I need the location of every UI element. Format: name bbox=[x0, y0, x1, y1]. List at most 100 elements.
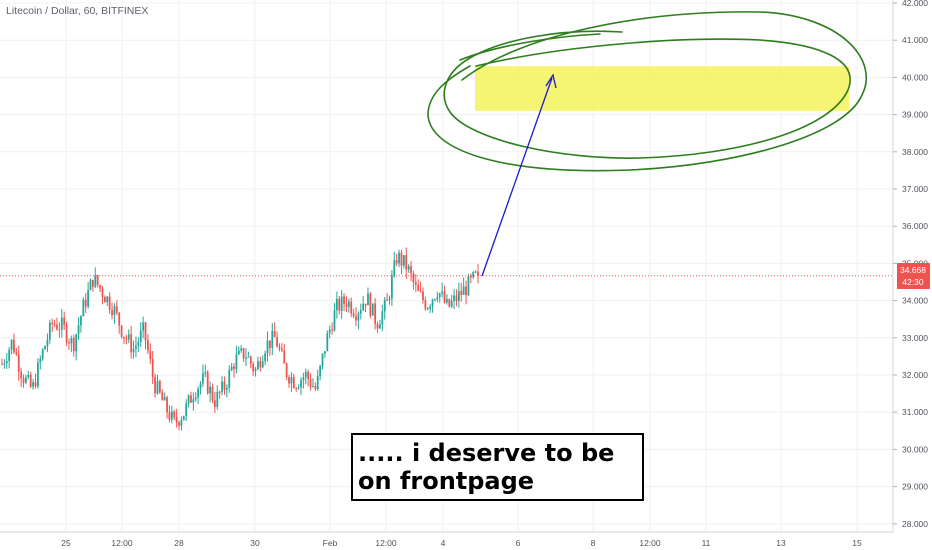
candle-body bbox=[25, 377, 27, 383]
price-tick-label: 30.000 bbox=[902, 444, 928, 454]
ellipse-stroke bbox=[443, 30, 851, 159]
ellipse-stroke bbox=[427, 11, 868, 172]
time-tick-label: 30 bbox=[250, 538, 260, 548]
candle-body bbox=[369, 293, 372, 316]
candle-body bbox=[367, 293, 369, 306]
candle-body bbox=[158, 381, 161, 393]
candle-body bbox=[398, 252, 400, 264]
candle-body bbox=[431, 299, 434, 307]
candle-body bbox=[36, 362, 39, 387]
candle-body bbox=[381, 311, 384, 325]
time-tick-label: Feb bbox=[323, 538, 338, 548]
time-tick-label: 12:00 bbox=[639, 538, 661, 548]
candle-body bbox=[453, 295, 455, 302]
candle-body bbox=[225, 387, 228, 390]
candle-body bbox=[242, 348, 245, 359]
candle-body bbox=[206, 372, 209, 394]
price-tick-label: 40.000 bbox=[902, 72, 928, 82]
candle-body bbox=[5, 361, 8, 364]
candle-body bbox=[94, 275, 97, 287]
candle-body bbox=[182, 415, 185, 421]
candle-body bbox=[343, 296, 345, 304]
candle-body bbox=[371, 303, 374, 316]
price-tick-label: 38.000 bbox=[902, 147, 928, 157]
candle-body bbox=[448, 299, 451, 307]
candle-body bbox=[355, 316, 357, 321]
candle-body bbox=[460, 290, 463, 295]
candle-body bbox=[15, 352, 18, 355]
candle-body bbox=[434, 299, 436, 301]
candle-body bbox=[209, 386, 212, 394]
candle-body bbox=[127, 334, 130, 340]
candle-body bbox=[123, 336, 125, 339]
candle-body bbox=[3, 363, 6, 365]
candle-body bbox=[13, 339, 15, 353]
price-axis[interactable]: 42.000 41.000 40.000 39.000 38.000 37.000 36.0… bbox=[893, 0, 928, 529]
candle-body bbox=[111, 309, 113, 316]
candle-body bbox=[312, 386, 314, 388]
candle-body bbox=[168, 412, 171, 420]
price-tick-label: 29.000 bbox=[902, 482, 928, 492]
candle-body bbox=[304, 371, 307, 378]
last-price-countdown: 42:30 bbox=[902, 277, 924, 287]
candle-body bbox=[400, 252, 403, 266]
candle-body bbox=[319, 365, 322, 377]
candle-body bbox=[60, 317, 63, 330]
candle-body bbox=[216, 391, 219, 408]
candle-body bbox=[436, 297, 439, 300]
price-tick-label: 31.000 bbox=[902, 407, 928, 417]
target-zone bbox=[475, 66, 849, 111]
candle-body bbox=[115, 306, 118, 313]
candle-body bbox=[151, 359, 154, 378]
candle-body bbox=[429, 306, 432, 309]
candle-body bbox=[407, 266, 410, 270]
candle-body bbox=[364, 303, 367, 306]
candle-body bbox=[379, 324, 381, 329]
candle-body bbox=[1, 363, 3, 365]
candle-body bbox=[235, 354, 238, 370]
candle-body bbox=[103, 296, 106, 303]
candle-body bbox=[204, 372, 207, 374]
candle-body bbox=[261, 361, 264, 368]
candle-body bbox=[297, 387, 300, 389]
candle-body bbox=[302, 377, 305, 381]
candle-body bbox=[283, 350, 286, 364]
candle-body bbox=[8, 349, 11, 362]
price-tick-label: 39.000 bbox=[902, 110, 928, 120]
candle-body bbox=[383, 299, 386, 312]
candle-body bbox=[386, 299, 389, 301]
candle-body bbox=[80, 316, 82, 326]
candle-body bbox=[190, 395, 192, 403]
ellipse-stroke bbox=[459, 33, 601, 61]
candle-body bbox=[288, 377, 290, 384]
candle-body bbox=[350, 301, 353, 314]
candle-body bbox=[163, 397, 166, 401]
time-tick-label: 4 bbox=[441, 538, 446, 548]
arrow-annotation bbox=[481, 73, 557, 277]
candle-body bbox=[309, 379, 312, 387]
candle-body bbox=[20, 371, 23, 379]
time-tick-label: 15 bbox=[852, 538, 862, 548]
candle-body bbox=[108, 296, 111, 310]
candle-body bbox=[48, 322, 51, 340]
candle-body bbox=[455, 295, 458, 301]
candle-body bbox=[395, 260, 398, 264]
candle-body bbox=[357, 313, 360, 321]
candle-body bbox=[362, 303, 365, 311]
candle-body bbox=[213, 400, 216, 408]
candle-body bbox=[314, 386, 317, 390]
candle-body bbox=[161, 392, 164, 401]
candle-body bbox=[233, 366, 235, 370]
candle-body bbox=[65, 324, 68, 343]
candle-body bbox=[29, 374, 32, 387]
candle-body bbox=[422, 291, 424, 301]
candle-body bbox=[147, 340, 149, 351]
gridlines bbox=[0, 0, 893, 532]
time-axis[interactable]: 25 12:00 28 30 Feb 12:00 4 6 8 12:00 11 13 15 bbox=[61, 538, 862, 548]
candle-body bbox=[410, 266, 412, 274]
candle-body bbox=[443, 291, 446, 303]
annotation-line-1: ..... i deserve to be bbox=[358, 439, 614, 467]
candle-body bbox=[58, 329, 61, 331]
time-tick-label: 8 bbox=[591, 538, 596, 548]
candle-body bbox=[278, 346, 281, 349]
